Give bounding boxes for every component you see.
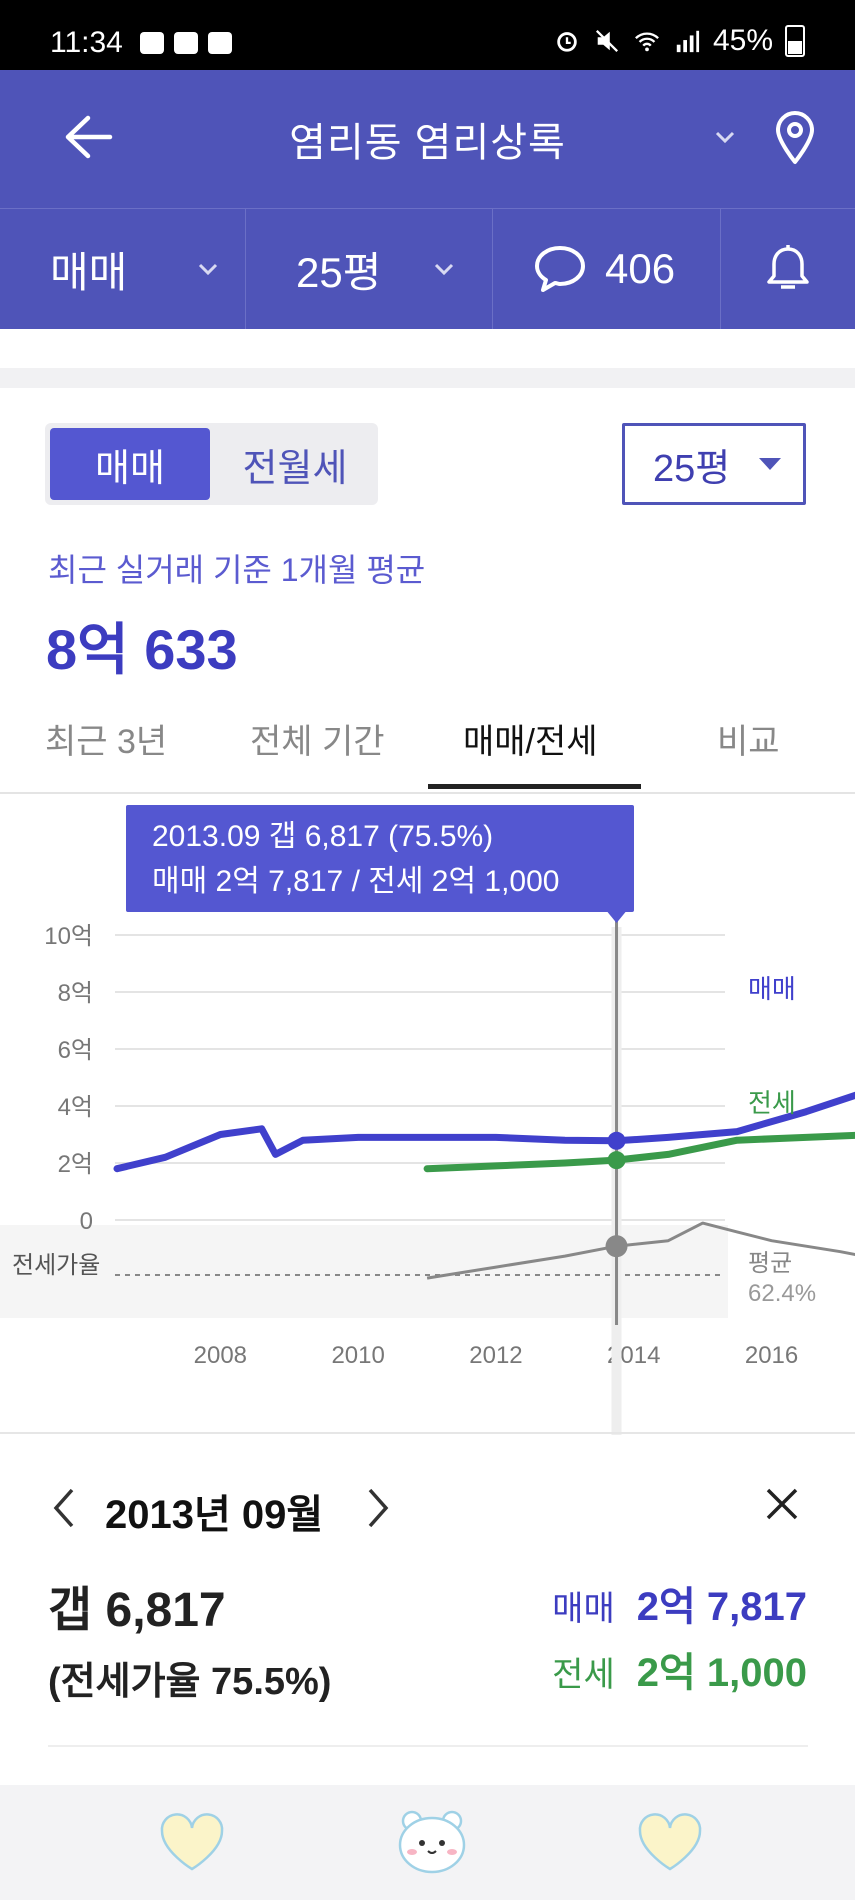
notification-button[interactable] bbox=[721, 209, 855, 329]
area-select-value: 25평 bbox=[653, 447, 731, 490]
y-tick-label: 0 bbox=[80, 1208, 93, 1235]
shopping-bag-icon bbox=[174, 32, 198, 54]
complex-title[interactable]: 염리동 염리상록 bbox=[289, 121, 566, 165]
signal-icon bbox=[676, 30, 700, 53]
jeonse-value: 2억 1,000 bbox=[636, 1651, 807, 1695]
y-tick-label: 8억 bbox=[58, 980, 93, 1007]
back-arrow-icon[interactable] bbox=[60, 110, 114, 164]
toggle-rent[interactable]: 전월세 bbox=[242, 447, 348, 490]
sale-value: 2억 7,817 bbox=[636, 1585, 807, 1629]
battery-icon bbox=[785, 25, 805, 57]
active-tab-indicator bbox=[428, 784, 641, 789]
bell-icon bbox=[767, 245, 809, 289]
comments-button[interactable]: 406 bbox=[493, 209, 721, 329]
dropdown-triangle-icon bbox=[759, 458, 781, 470]
mute-icon bbox=[595, 29, 618, 53]
tab-all-period[interactable]: 전체 기간 bbox=[250, 723, 385, 761]
bear-icon[interactable] bbox=[394, 1805, 470, 1877]
period-tabs: 최근 3년 전체 기간 매매/전세 비교 bbox=[0, 700, 855, 794]
y-tick-label: 10억 bbox=[44, 923, 93, 950]
tab-recent-3y[interactable]: 최근 3년 bbox=[45, 723, 168, 761]
chevron-down-icon bbox=[435, 263, 454, 276]
talk-icon bbox=[140, 32, 164, 54]
checkbox-icon bbox=[208, 32, 232, 54]
bottom-nav bbox=[0, 1785, 855, 1900]
area-dropdown[interactable]: 25평 bbox=[246, 209, 493, 329]
tooltip-pointer bbox=[607, 912, 626, 923]
wifi-icon bbox=[634, 32, 659, 52]
heart-icon[interactable] bbox=[632, 1805, 708, 1877]
sale-selected-point bbox=[607, 1131, 626, 1150]
tooltip-box bbox=[126, 805, 634, 912]
x-tick-label: 2016 bbox=[745, 1342, 798, 1369]
ratio-axis-label: 전세가율 bbox=[12, 1252, 100, 1279]
battery-percent: 45% bbox=[712, 24, 773, 57]
tooltip-line-1: 2013.09 갭 6,817 (75.5%) bbox=[152, 820, 493, 853]
comment-count: 406 bbox=[605, 245, 676, 292]
speech-bubble-icon bbox=[535, 246, 585, 292]
sale-price-row: 매매 2억 7,817 bbox=[552, 1574, 807, 1632]
price-subtitle: 최근 실거래 기준 1개월 평균 bbox=[48, 552, 426, 588]
average-price: 8억 633 bbox=[46, 618, 238, 681]
x-tick-label: 2008 bbox=[194, 1342, 247, 1369]
sale-label: 매매 bbox=[552, 1590, 615, 1628]
jeonse-series-label: 전세 bbox=[748, 1088, 796, 1118]
trade-type-label: 매매 bbox=[50, 248, 128, 296]
chevron-down-icon bbox=[199, 263, 218, 276]
heart-icon[interactable] bbox=[154, 1805, 230, 1877]
ratio-series-line bbox=[426, 1221, 855, 1280]
x-tick-label: 2012 bbox=[469, 1342, 522, 1369]
ratio-average-label: 평균 bbox=[748, 1250, 792, 1277]
status-bar: 11:34 45% bbox=[0, 0, 855, 70]
status-right: 45% bbox=[553, 24, 805, 58]
area-label: 25평 bbox=[296, 248, 382, 296]
next-month-icon[interactable] bbox=[364, 1486, 392, 1530]
sale-series-label: 매매 bbox=[748, 974, 796, 1004]
ratio-average-value: 62.4% bbox=[748, 1280, 816, 1307]
filter-bar: 매매 25평 406 bbox=[0, 208, 855, 329]
chevron-down-icon[interactable] bbox=[710, 122, 740, 152]
detail-date: 2013년 09월 bbox=[105, 1493, 324, 1537]
gap-amount: 갭 6,817 bbox=[48, 1584, 226, 1637]
tooltip-line-2: 매매 2억 7,817 / 전세 2억 1,000 bbox=[152, 865, 559, 898]
y-tick-label: 2억 bbox=[58, 1151, 93, 1178]
chart-bottom-divider bbox=[0, 1432, 855, 1434]
x-tick-label: 2010 bbox=[331, 1342, 384, 1369]
tab-compare[interactable]: 비교 bbox=[717, 723, 780, 761]
status-time: 11:34 bbox=[50, 26, 123, 59]
sale-series-line bbox=[113, 1091, 855, 1173]
map-pin-icon[interactable] bbox=[772, 108, 818, 166]
close-icon[interactable] bbox=[762, 1484, 802, 1524]
area-select[interactable]: 25평 bbox=[622, 423, 806, 505]
alarm-icon bbox=[557, 32, 577, 52]
jeonse-series-line bbox=[423, 1131, 855, 1173]
y-tick-label: 6억 bbox=[58, 1037, 93, 1064]
top-bar: 염리동 염리상록 bbox=[0, 70, 855, 208]
jeonse-label: 전세 bbox=[552, 1656, 615, 1694]
section-divider bbox=[0, 368, 855, 388]
prev-month-icon[interactable] bbox=[50, 1486, 78, 1530]
toggle-sale[interactable]: 매매 bbox=[50, 428, 210, 500]
trade-type-dropdown[interactable]: 매매 bbox=[0, 209, 246, 329]
notification-icons bbox=[140, 32, 232, 54]
jeonse-price-row: 전세 2억 1,000 bbox=[552, 1640, 807, 1698]
ratio-selected-point bbox=[605, 1235, 628, 1258]
jeonse-ratio: (전세가율 75.5%) bbox=[48, 1661, 332, 1703]
ratio-band-bg bbox=[0, 1225, 728, 1318]
detail-divider bbox=[48, 1745, 808, 1747]
y-tick-label: 4억 bbox=[58, 1094, 93, 1121]
jeonse-selected-point bbox=[607, 1151, 626, 1170]
tab-sale-jeonse[interactable]: 매매/전세 bbox=[463, 723, 598, 761]
trade-toggle: 매매 전월세 bbox=[45, 423, 378, 505]
